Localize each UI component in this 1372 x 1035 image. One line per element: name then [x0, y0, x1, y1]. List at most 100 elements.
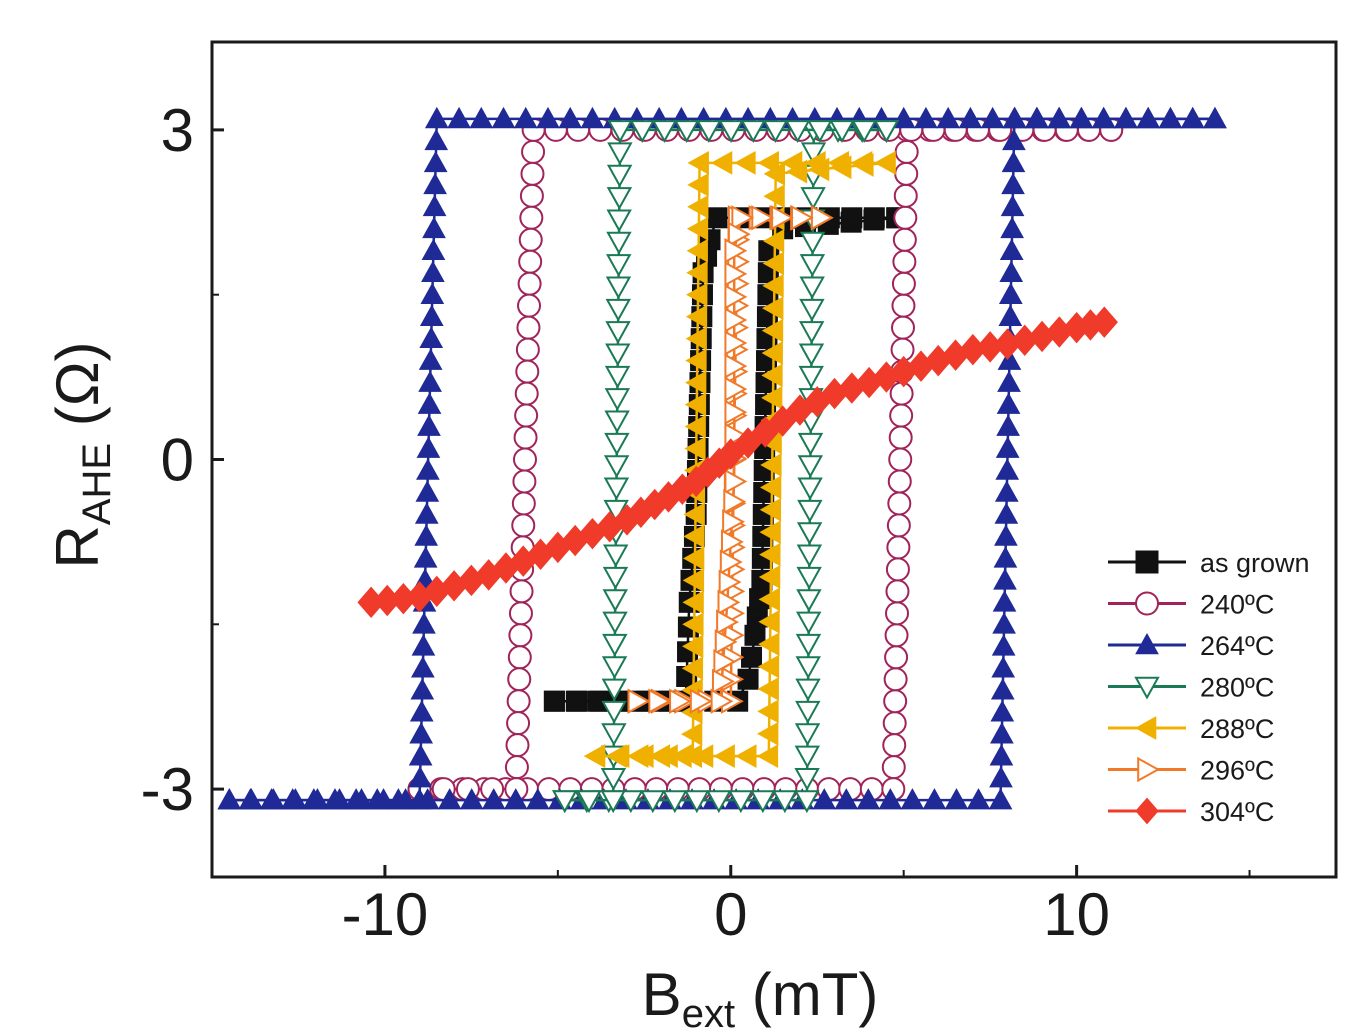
data-point — [423, 150, 448, 173]
data-point — [883, 667, 908, 692]
data-point — [874, 151, 896, 175]
data-point — [491, 106, 516, 129]
data-point — [1091, 106, 1116, 129]
data-point — [796, 544, 823, 568]
data-point — [519, 205, 544, 230]
data-point — [706, 207, 728, 229]
data-point — [996, 392, 1021, 414]
data-point — [687, 172, 709, 197]
data-point — [794, 790, 820, 814]
data-point — [521, 139, 546, 164]
data-point — [798, 343, 825, 367]
data-point — [724, 376, 748, 402]
data-point — [413, 546, 438, 568]
data-point — [415, 480, 440, 502]
data-point — [1003, 106, 1027, 129]
data-point — [515, 359, 540, 384]
data-point — [696, 120, 722, 143]
data-point — [989, 766, 1013, 788]
data-point — [891, 106, 916, 129]
data-point — [763, 184, 785, 209]
data-point — [757, 721, 779, 746]
data-point — [884, 645, 909, 670]
data-point — [893, 183, 918, 208]
data-point — [834, 788, 859, 810]
data-point — [408, 744, 433, 766]
data-point — [414, 524, 439, 546]
data-point — [731, 205, 755, 231]
data-point — [784, 120, 811, 143]
data-point — [565, 690, 587, 712]
data-point — [512, 447, 537, 472]
data-point — [998, 304, 1023, 326]
data-point — [681, 656, 704, 681]
data-point — [1203, 106, 1227, 129]
data-point — [1025, 106, 1049, 129]
data-point — [980, 106, 1005, 129]
y-tick-label: 3 — [161, 97, 194, 164]
data-point — [418, 370, 442, 392]
data-point — [504, 755, 529, 780]
data-point — [724, 399, 748, 425]
data-point — [517, 293, 542, 318]
data-point — [606, 164, 633, 188]
data-point — [604, 432, 630, 456]
data-point — [410, 678, 435, 700]
data-point — [760, 453, 782, 477]
data-point — [558, 106, 583, 129]
data-point — [509, 579, 534, 604]
data-point — [414, 502, 439, 524]
data-point — [536, 106, 560, 129]
data-point — [713, 648, 737, 675]
data-point — [686, 260, 708, 285]
data-point — [999, 238, 1024, 261]
data-point — [518, 227, 543, 252]
data-point — [684, 436, 706, 461]
data-point — [411, 656, 435, 678]
data-point — [990, 678, 1015, 700]
data-point — [958, 106, 983, 129]
data-point — [996, 414, 1020, 436]
data-point — [607, 120, 633, 143]
data-point — [720, 529, 744, 555]
data-point — [684, 392, 707, 417]
data-point — [734, 151, 756, 175]
data-point — [600, 790, 626, 814]
legend-marker — [1135, 550, 1159, 574]
data-point — [604, 410, 630, 434]
data-point — [758, 587, 780, 612]
data-point — [761, 341, 783, 365]
data-point — [416, 458, 440, 480]
data-point — [799, 276, 825, 300]
data-point — [714, 629, 738, 655]
legend-label: 304ºC — [1200, 797, 1274, 827]
data-point — [794, 767, 820, 791]
data-point — [407, 788, 432, 810]
data-point — [900, 788, 925, 810]
data-point — [684, 414, 706, 439]
data-point — [735, 744, 757, 768]
data-point — [724, 238, 748, 264]
data-point — [922, 788, 947, 810]
data-point — [894, 139, 919, 164]
data-point — [520, 161, 545, 186]
data-point — [795, 700, 821, 724]
data-point — [420, 282, 445, 304]
data-point — [796, 566, 822, 590]
data-point — [780, 151, 803, 175]
data-point — [722, 509, 745, 535]
data-point — [882, 711, 907, 736]
data-point — [797, 432, 824, 456]
data-point — [687, 194, 709, 219]
data-point — [724, 307, 748, 333]
data-point — [608, 744, 630, 768]
data-point — [994, 502, 1019, 524]
data-point — [757, 151, 779, 175]
data-point — [741, 646, 763, 668]
y-tick-label: -3 — [141, 756, 194, 823]
data-point — [301, 788, 326, 810]
data-point — [419, 326, 444, 348]
data-point — [511, 491, 536, 516]
data-point — [416, 436, 441, 458]
data-point — [686, 282, 708, 307]
